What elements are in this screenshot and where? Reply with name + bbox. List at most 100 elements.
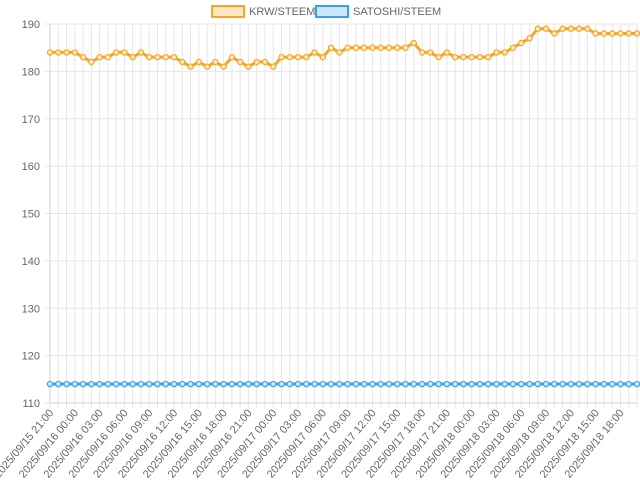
data-point[interactable] (278, 380, 285, 388)
data-point[interactable] (46, 380, 54, 388)
data-point[interactable] (435, 380, 442, 388)
data-point[interactable] (220, 63, 227, 70)
data-point[interactable] (476, 380, 484, 388)
data-point[interactable] (344, 380, 351, 388)
data-point[interactable] (385, 44, 393, 51)
data-point[interactable] (303, 53, 310, 61)
data-point[interactable] (559, 380, 566, 388)
data-point[interactable] (220, 380, 227, 388)
data-point[interactable] (203, 380, 211, 388)
data-point[interactable] (311, 49, 318, 56)
data-point[interactable] (319, 53, 327, 61)
data-point[interactable] (617, 380, 624, 388)
data-point[interactable] (146, 53, 153, 61)
data-point[interactable] (534, 25, 541, 32)
data-point[interactable] (63, 380, 70, 388)
data-point[interactable] (146, 380, 153, 388)
data-point[interactable] (385, 380, 393, 388)
data-point[interactable] (179, 58, 186, 66)
data-point[interactable] (402, 380, 409, 388)
legend-item[interactable]: KRW/STEEM (211, 5, 315, 18)
data-point[interactable] (443, 49, 451, 56)
data-point[interactable] (608, 30, 616, 37)
data-point[interactable] (484, 380, 492, 388)
data-point[interactable] (460, 53, 467, 61)
data-point[interactable] (377, 380, 384, 388)
data-point[interactable] (129, 53, 136, 61)
data-point[interactable] (154, 380, 161, 388)
data-point[interactable] (394, 44, 401, 51)
data-point[interactable] (327, 380, 335, 388)
data-point[interactable] (294, 380, 302, 388)
legend[interactable]: KRW/STEEM SATOSHI/STEEM (211, 5, 441, 18)
data-point[interactable] (352, 44, 360, 51)
data-point[interactable] (137, 49, 145, 56)
data-point[interactable] (476, 53, 484, 61)
data-point[interactable] (253, 380, 260, 388)
data-point[interactable] (55, 380, 62, 388)
data-point[interactable] (559, 25, 566, 32)
data-point[interactable] (625, 380, 632, 388)
data-point[interactable] (129, 380, 136, 388)
data-point[interactable] (278, 53, 285, 61)
data-point[interactable] (121, 49, 128, 56)
data-point[interactable] (369, 44, 376, 51)
data-point[interactable] (270, 63, 277, 70)
data-point[interactable] (518, 380, 525, 388)
data-point[interactable] (71, 380, 79, 388)
data-point[interactable] (203, 63, 211, 70)
data-point[interactable] (567, 380, 575, 388)
data-point[interactable] (88, 380, 95, 388)
data-point[interactable] (518, 39, 525, 47)
data-point[interactable] (270, 380, 277, 388)
data-point[interactable] (451, 380, 459, 388)
data-point[interactable] (633, 380, 640, 388)
data-point[interactable] (493, 49, 500, 56)
data-point[interactable] (584, 380, 591, 388)
data-point[interactable] (137, 380, 145, 388)
data-point[interactable] (575, 380, 583, 388)
data-point[interactable] (311, 380, 318, 388)
data-point[interactable] (625, 30, 632, 37)
data-point[interactable] (79, 53, 87, 61)
data-point[interactable] (418, 380, 426, 388)
data-point[interactable] (294, 53, 302, 61)
data-point[interactable] (468, 53, 475, 61)
data-point[interactable] (336, 49, 343, 56)
data-point[interactable] (592, 30, 599, 37)
data-point[interactable] (526, 380, 533, 388)
data-point[interactable] (170, 380, 178, 388)
data-point[interactable] (526, 35, 533, 42)
data-point[interactable] (112, 49, 120, 56)
data-point[interactable] (369, 380, 376, 388)
data-point[interactable] (410, 380, 417, 388)
data-point[interactable] (584, 25, 591, 32)
data-point[interactable] (245, 380, 252, 388)
data-point[interactable] (245, 63, 252, 70)
data-point[interactable] (360, 380, 368, 388)
data-point[interactable] (286, 380, 293, 388)
data-point[interactable] (534, 380, 541, 388)
data-point[interactable] (71, 49, 79, 56)
data-point[interactable] (327, 44, 335, 51)
data-point[interactable] (567, 25, 575, 32)
data-point[interactable] (418, 49, 426, 56)
data-point[interactable] (187, 63, 194, 70)
data-point[interactable] (542, 380, 550, 388)
data-point[interactable] (46, 49, 54, 56)
data-point[interactable] (121, 380, 128, 388)
data-point[interactable] (303, 380, 310, 388)
data-point[interactable] (493, 380, 500, 388)
data-point[interactable] (551, 30, 558, 37)
data-point[interactable] (575, 25, 583, 32)
data-point[interactable] (261, 58, 269, 66)
data-point[interactable] (468, 380, 475, 388)
data-point[interactable] (162, 380, 169, 388)
data-point[interactable] (484, 53, 492, 61)
data-point[interactable] (360, 44, 368, 51)
data-point[interactable] (195, 58, 203, 66)
data-point[interactable] (377, 44, 384, 51)
data-point[interactable] (410, 39, 417, 47)
data-point[interactable] (154, 53, 161, 61)
data-point[interactable] (228, 380, 236, 388)
